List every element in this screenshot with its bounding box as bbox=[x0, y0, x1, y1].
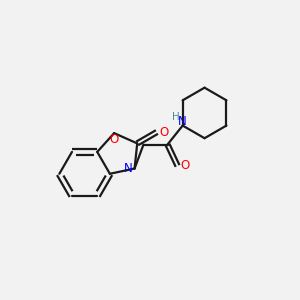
Text: H: H bbox=[172, 112, 180, 122]
Text: N: N bbox=[124, 162, 132, 175]
Text: O: O bbox=[160, 125, 169, 139]
Text: N: N bbox=[178, 115, 187, 128]
Text: O: O bbox=[110, 133, 119, 146]
Text: O: O bbox=[180, 160, 190, 172]
